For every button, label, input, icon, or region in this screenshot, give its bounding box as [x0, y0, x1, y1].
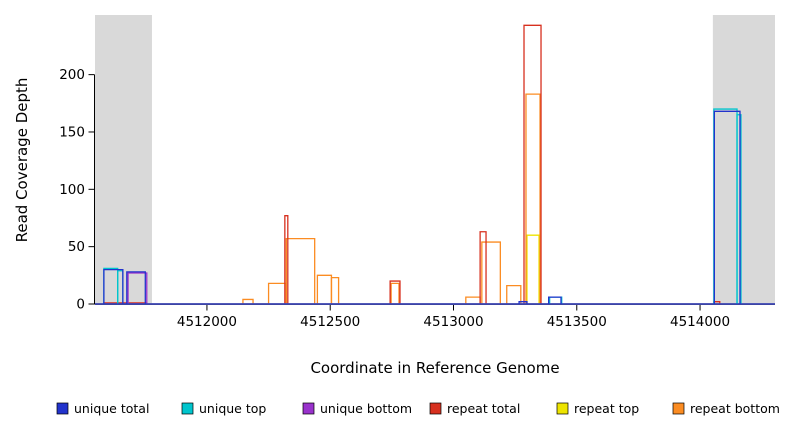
legend-swatch-unique-bottom: [302, 402, 315, 415]
x-tick-label: 4512000: [177, 314, 237, 330]
coverage-segment-repeat-total: [523, 24, 542, 304]
shaded-region: [712, 15, 775, 304]
legend-swatch-repeat-top: [556, 402, 569, 415]
coverage-segment-unique-top: [548, 296, 563, 304]
legend-swatch-repeat-total: [429, 402, 442, 415]
coverage-segment-unique-total: [126, 271, 146, 304]
coverage-segment-unique-total: [103, 268, 124, 304]
coverage-segment-repeat-bottom: [465, 296, 481, 304]
coverage-segment-repeat-bottom: [285, 237, 316, 304]
coverage-segment-unique-total: [713, 110, 741, 304]
legend-label-unique-bottom: unique bottom: [320, 401, 412, 416]
x-tick-label: 4513500: [547, 314, 607, 330]
coverage-segment-repeat-top: [526, 234, 540, 304]
coverage-segment-repeat-bottom: [242, 298, 254, 304]
shaded-region: [95, 15, 152, 304]
x-axis-title: Coordinate in Reference Genome: [310, 359, 559, 377]
legend-label-unique-total: unique total: [74, 401, 149, 416]
y-tick-label: 50: [68, 239, 85, 255]
coverage-segment-unique-top: [736, 114, 742, 304]
coverage-segment-repeat-bottom: [525, 93, 541, 304]
coverage-segment-unique-bottom: [127, 272, 148, 304]
legend-swatch-repeat-bottom: [672, 402, 685, 415]
y-tick-label: 200: [59, 67, 85, 83]
legend-label-repeat-bottom: repeat bottom: [690, 401, 780, 416]
coverage-segment-repeat-bottom: [506, 285, 522, 304]
x-tick-label: 4513000: [423, 314, 483, 330]
coverage-segment-repeat-bottom: [330, 276, 340, 304]
coverage-segment-repeat-total: [479, 231, 487, 304]
legend-label-repeat-total: repeat total: [447, 401, 520, 416]
legend-swatch-unique-total: [56, 402, 69, 415]
coverage-segment-repeat-bottom: [481, 241, 501, 304]
coverage-segment-repeat-bottom: [390, 282, 400, 304]
coverage-segment-repeat-total: [389, 280, 401, 304]
coverage-segment-repeat-bottom: [267, 282, 287, 304]
plot-generated: 4512000 4512500 4513000 4513500 4514000 0 50 10…: [56, 15, 780, 416]
y-tick-label: 100: [59, 182, 85, 198]
legend-label-repeat-top: repeat top: [574, 401, 639, 416]
coverage-segment-unique-total: [518, 301, 528, 304]
legend-label-unique-top: unique top: [199, 401, 266, 416]
y-tick-label: 150: [59, 124, 85, 140]
y-tick-label: 0: [76, 297, 85, 313]
x-tick-label: 4512500: [300, 314, 360, 330]
coverage-segment-repeat-bottom: [316, 274, 333, 304]
coverage-segment-repeat-total: [284, 215, 289, 304]
x-tick-label: 4514000: [670, 314, 730, 330]
y-axis-title: Read Coverage Depth: [13, 78, 31, 243]
coverage-segment-unique-total: [548, 296, 562, 304]
legend-swatch-unique-top: [181, 402, 194, 415]
